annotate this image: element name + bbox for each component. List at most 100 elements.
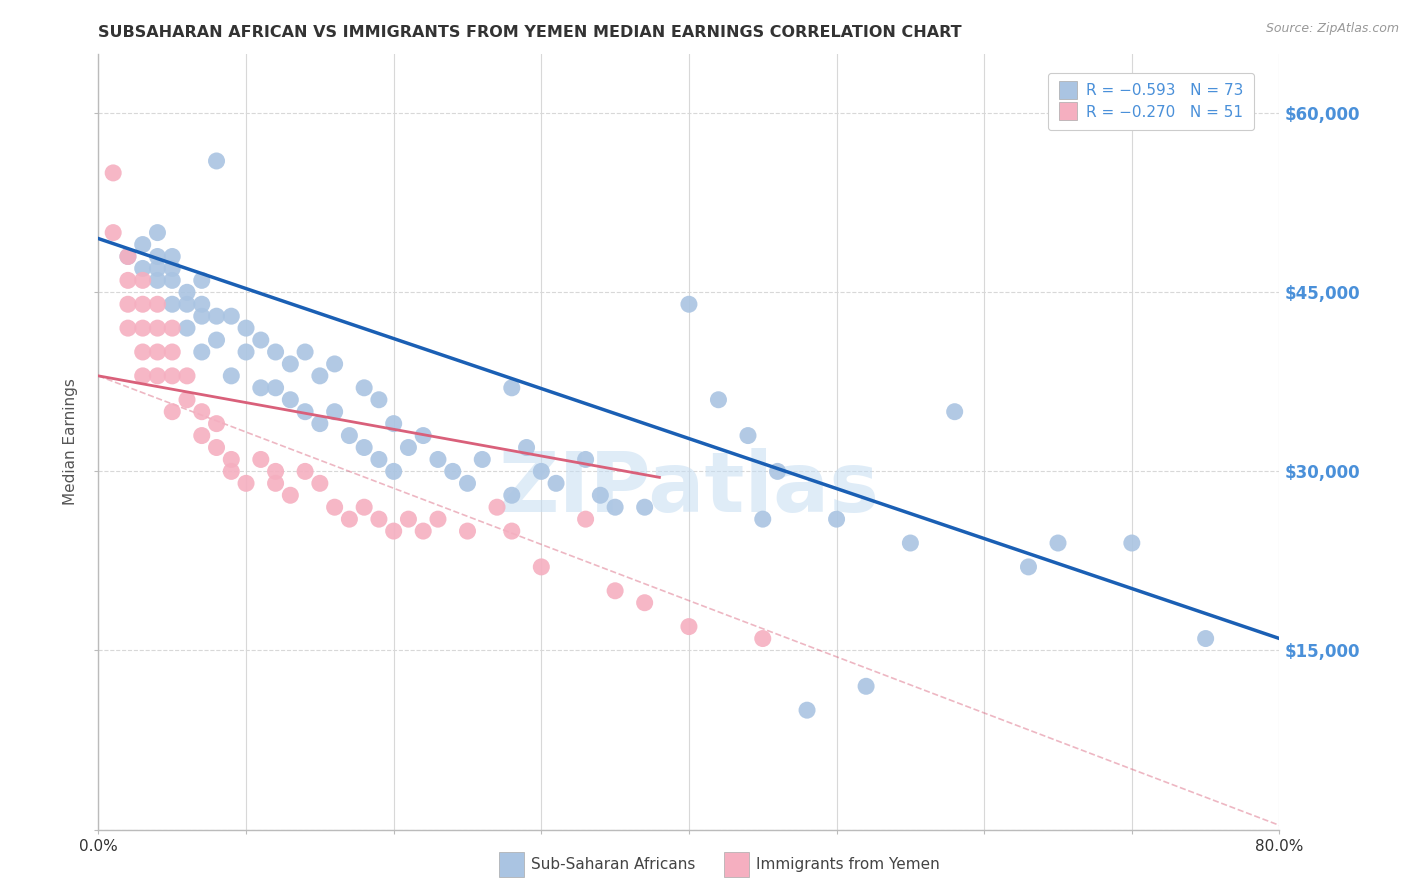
Point — [678, 297, 700, 311]
Point — [221, 309, 243, 323]
Point — [146, 368, 169, 383]
Point — [146, 321, 169, 335]
Point — [176, 321, 198, 335]
Point — [146, 226, 169, 240]
Point — [250, 381, 273, 395]
Point — [427, 512, 450, 526]
Point — [235, 321, 257, 335]
Point — [280, 392, 302, 407]
Point — [323, 500, 346, 515]
Point — [353, 381, 375, 395]
Point — [132, 297, 155, 311]
Point — [162, 345, 183, 359]
Point — [943, 405, 966, 419]
Point — [221, 368, 243, 383]
Point — [146, 250, 169, 264]
Point — [132, 261, 155, 276]
Point — [634, 500, 657, 515]
Point — [382, 464, 405, 478]
Point — [264, 476, 287, 491]
Point — [678, 619, 700, 633]
Point — [368, 512, 391, 526]
Legend: R = −0.593   N = 73, R = −0.270   N = 51: R = −0.593 N = 73, R = −0.270 N = 51 — [1047, 73, 1254, 130]
Point — [205, 441, 228, 455]
Point — [205, 153, 228, 168]
Point — [176, 368, 198, 383]
Point — [176, 297, 198, 311]
Point — [752, 632, 775, 646]
Point — [309, 476, 332, 491]
Point — [323, 405, 346, 419]
Point — [900, 536, 922, 550]
Point — [796, 703, 818, 717]
Point — [162, 321, 183, 335]
Point — [191, 297, 214, 311]
Point — [309, 368, 332, 383]
Point — [103, 166, 125, 180]
Point — [353, 441, 375, 455]
Point — [575, 452, 598, 467]
Point — [382, 524, 405, 538]
Point — [501, 524, 523, 538]
Point — [339, 512, 361, 526]
Point — [162, 261, 183, 276]
Point — [235, 476, 257, 491]
Point — [191, 405, 214, 419]
Point — [146, 345, 169, 359]
Point — [191, 273, 214, 287]
Text: Sub-Saharan Africans: Sub-Saharan Africans — [531, 857, 696, 871]
Point — [737, 428, 759, 442]
Point — [309, 417, 332, 431]
Point — [1195, 632, 1218, 646]
Point — [117, 321, 139, 335]
Point — [132, 368, 155, 383]
Point — [605, 583, 627, 598]
Point — [471, 452, 494, 467]
Point — [162, 368, 183, 383]
Point — [825, 512, 848, 526]
Point — [1046, 536, 1070, 550]
Point — [176, 285, 198, 300]
Point — [516, 441, 538, 455]
Point — [250, 333, 273, 347]
Point — [205, 309, 228, 323]
Point — [146, 261, 169, 276]
Point — [1018, 560, 1040, 574]
Point — [162, 297, 183, 311]
Point — [162, 273, 183, 287]
Point — [707, 392, 730, 407]
Point — [339, 428, 361, 442]
Point — [368, 392, 391, 407]
Point — [117, 297, 139, 311]
Point — [752, 512, 775, 526]
Point — [589, 488, 612, 502]
Point — [264, 381, 287, 395]
Point — [427, 452, 450, 467]
Text: Immigrants from Yemen: Immigrants from Yemen — [756, 857, 941, 871]
Point — [501, 381, 523, 395]
Point — [250, 452, 273, 467]
Point — [546, 476, 568, 491]
Point — [1121, 536, 1143, 550]
Point — [634, 596, 657, 610]
Point — [398, 441, 420, 455]
Point — [264, 345, 287, 359]
Point — [205, 417, 228, 431]
Point — [353, 500, 375, 515]
Point — [221, 464, 243, 478]
Point — [221, 452, 243, 467]
Point — [766, 464, 789, 478]
Point — [264, 464, 287, 478]
Point — [132, 321, 155, 335]
Point — [323, 357, 346, 371]
Point — [855, 679, 877, 693]
Point — [132, 345, 155, 359]
Point — [294, 405, 316, 419]
Point — [132, 273, 155, 287]
Text: ZIPatlas: ZIPatlas — [499, 448, 879, 529]
Point — [530, 560, 553, 574]
Point — [457, 476, 479, 491]
Point — [412, 524, 434, 538]
Point — [457, 524, 479, 538]
Point — [191, 428, 214, 442]
